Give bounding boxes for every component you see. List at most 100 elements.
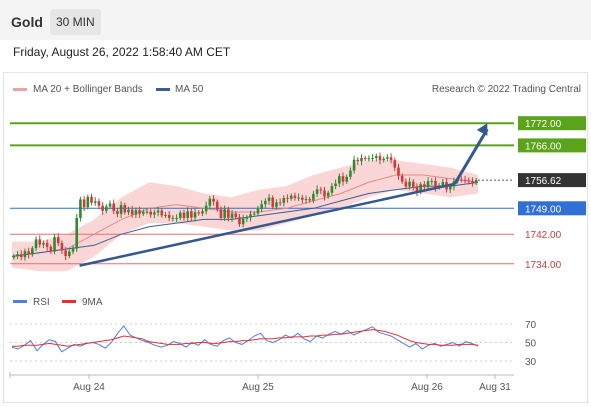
candle-body — [430, 180, 434, 182]
rsi-line — [11, 325, 479, 353]
candle-body — [474, 180, 478, 183]
rsi-ma-legend-swatch — [62, 300, 76, 303]
candle-body — [374, 156, 378, 158]
candle-body — [223, 209, 226, 218]
candle-body — [267, 197, 271, 201]
ma50-legend-label: MA 50 — [175, 84, 204, 95]
candle-body — [378, 156, 382, 161]
candle-body — [219, 209, 223, 218]
candle-body — [400, 175, 404, 182]
candle-body — [16, 254, 19, 257]
candle-body — [352, 159, 356, 171]
resistance-label: 1772.00 — [525, 119, 562, 130]
candle-body — [434, 180, 437, 188]
candle-body — [79, 199, 82, 218]
candle-body — [97, 201, 101, 206]
rsi-ma-line — [12, 329, 479, 347]
candle-body — [264, 200, 267, 205]
candle-body — [341, 176, 345, 182]
candle-body — [423, 184, 426, 188]
projection-arrow-shaft — [453, 128, 489, 185]
candle-body — [241, 218, 245, 225]
candle-body — [463, 179, 467, 181]
candle-body — [215, 201, 219, 210]
candle-body — [289, 195, 293, 199]
candle-body — [397, 167, 400, 176]
rsi-legend-swatch — [13, 300, 27, 303]
candle-body — [408, 181, 411, 187]
x-tick-label: Aug 26 — [411, 382, 443, 393]
candle-body — [31, 248, 34, 255]
candle-body — [127, 209, 130, 213]
ma20-legend-swatch — [13, 88, 27, 91]
candle-body — [345, 176, 349, 182]
candle-body — [149, 211, 152, 215]
candle-body — [367, 158, 371, 160]
candle-body — [349, 170, 352, 177]
rsi-tick-label: 50 — [525, 339, 537, 350]
support-trendline — [79, 182, 455, 267]
candle-body — [56, 237, 60, 244]
x-tick-label: Aug 25 — [242, 382, 274, 393]
candle-body — [153, 212, 156, 215]
resistance-tag — [518, 116, 586, 131]
candle-body — [138, 210, 141, 214]
candle-body — [301, 197, 304, 200]
pivot-label: 1749.00 — [525, 204, 562, 215]
candle-body — [334, 183, 337, 187]
candle-body — [182, 212, 186, 218]
candle-body — [304, 199, 308, 201]
candle-body — [330, 186, 334, 193]
moving-averages — [11, 174, 479, 257]
candle-body — [23, 251, 27, 258]
candle-body — [27, 251, 30, 255]
candle-body — [326, 192, 330, 197]
candle-body — [308, 199, 312, 201]
candle-body — [190, 211, 193, 218]
rsi-ma-legend-label: 9MA — [82, 297, 103, 308]
candle-body — [175, 217, 178, 219]
x-tick-label: Aug 31 — [479, 382, 511, 393]
rsi-tick-label: 70 — [525, 320, 537, 331]
candle-body — [178, 212, 182, 218]
candle-body — [448, 186, 452, 190]
candle-body — [45, 243, 49, 247]
candle-body — [404, 181, 408, 187]
trend-annotations — [79, 123, 489, 267]
candle-body — [363, 157, 367, 159]
candle-body — [123, 204, 127, 213]
candle-body — [460, 179, 463, 181]
timeframe-badge[interactable]: 30 MIN — [50, 9, 101, 35]
candle-body — [53, 237, 56, 252]
resistance-label: 1766.00 — [525, 141, 562, 152]
rsi-tick-label: 30 — [525, 357, 537, 368]
candle-body — [467, 180, 471, 182]
x-axis-ticks: Aug 24 Aug 25 Aug 26 Aug 31 — [9, 372, 511, 393]
chart-frame — [3, 72, 588, 403]
candle-body — [38, 239, 42, 245]
candle-body — [393, 160, 397, 168]
candle-body — [42, 243, 45, 245]
candle-body — [93, 201, 97, 203]
projection-arrow-head — [476, 123, 488, 136]
candle-body — [197, 212, 201, 214]
candle-body — [312, 193, 315, 201]
candle-body — [275, 202, 278, 207]
candle-body — [186, 211, 189, 218]
candle-body — [112, 203, 116, 211]
rsi-panel: 70 50 30 — [10, 320, 537, 368]
candle-body — [193, 212, 197, 218]
candle-body — [68, 251, 71, 257]
resistance-tag — [518, 138, 586, 153]
ma20-line — [11, 174, 479, 257]
candle-body — [167, 214, 171, 218]
candle-body — [371, 157, 374, 159]
candle-body — [356, 159, 360, 162]
candle-body — [297, 197, 300, 199]
candle-body — [12, 256, 16, 258]
candle-body — [419, 184, 422, 193]
support-label: 1742.00 — [525, 230, 562, 241]
candle-body — [171, 217, 175, 219]
candle-body — [249, 214, 252, 218]
pivot-tag — [518, 201, 586, 216]
